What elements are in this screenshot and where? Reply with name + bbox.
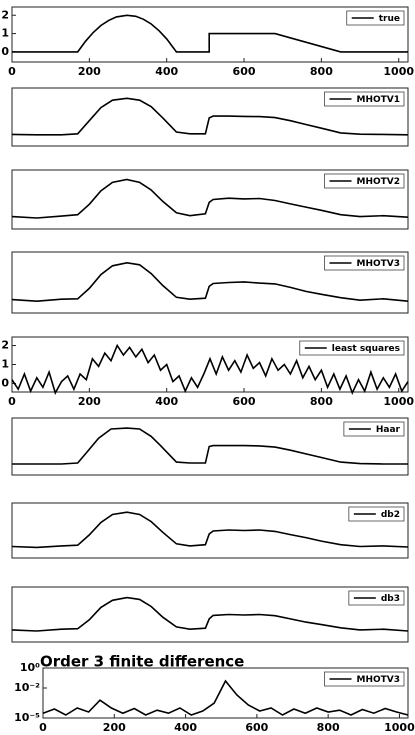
- legend-box: [343, 421, 405, 437]
- plot-frame: [11, 586, 409, 643]
- legend-label: least squares: [332, 344, 400, 354]
- x-tick-label: 0: [8, 395, 16, 408]
- plot-frame: [11, 502, 409, 559]
- x-tick-label: 800: [317, 721, 340, 734]
- y-tick-label: 10⁻²: [14, 681, 40, 694]
- legend-label: db3: [381, 594, 400, 604]
- legend-box: [324, 255, 405, 271]
- legend-label: MHOTV1: [356, 95, 400, 105]
- legend-box: [348, 506, 405, 522]
- y-tick-label: 1: [1, 27, 9, 40]
- y-tick-label: 2: [1, 339, 9, 352]
- panel-title: Order 3 finite difference: [40, 653, 244, 671]
- y-tick-label: 1: [1, 358, 9, 371]
- legend-label: MHOTV2: [356, 177, 400, 187]
- y-tick-label: 10⁰: [20, 661, 40, 674]
- legend-label: true: [379, 14, 400, 24]
- legend-label: Haar: [376, 425, 401, 435]
- legend-box: [324, 173, 405, 189]
- series-line: [12, 427, 408, 465]
- y-tick-label: 0: [1, 376, 9, 389]
- series-line: [11, 97, 409, 136]
- x-tick-label: 1000: [383, 65, 414, 78]
- x-tick-label: 400: [155, 65, 178, 78]
- series-line: [11, 178, 409, 219]
- legend-box: [299, 340, 405, 356]
- x-tick-label: 1000: [383, 395, 414, 408]
- x-tick-label: 200: [78, 65, 101, 78]
- x-tick-label: 800: [310, 65, 333, 78]
- legend-box: [346, 10, 405, 26]
- legend-label: db2: [381, 510, 400, 520]
- x-tick-label: 1000: [384, 721, 415, 734]
- y-tick-label: 0: [1, 45, 9, 58]
- y-tick-label: 2: [1, 8, 9, 21]
- legend-label: MHOTV3: [356, 675, 400, 685]
- x-tick-label: 400: [155, 395, 178, 408]
- x-tick-label: 600: [245, 721, 268, 734]
- legend-box: [324, 671, 405, 687]
- x-tick-label: 200: [103, 721, 126, 734]
- x-tick-label: 400: [174, 721, 197, 734]
- legend-label: MHOTV3: [356, 259, 400, 269]
- x-tick-label: 800: [310, 395, 333, 408]
- x-tick-label: 600: [233, 395, 256, 408]
- series-line: [12, 14, 408, 53]
- series-line: [11, 261, 409, 303]
- series-line: [42, 679, 409, 716]
- legend-box: [348, 590, 405, 606]
- series-line: [11, 343, 409, 395]
- x-tick-label: 0: [8, 65, 16, 78]
- x-tick-label: 200: [78, 395, 101, 408]
- y-tick-label: 10⁻⁵: [14, 711, 40, 724]
- x-tick-label: 600: [233, 65, 256, 78]
- x-tick-label: 0: [39, 721, 47, 734]
- series-line: [11, 511, 409, 549]
- legend-box: [324, 91, 405, 107]
- series-line: [11, 596, 409, 632]
